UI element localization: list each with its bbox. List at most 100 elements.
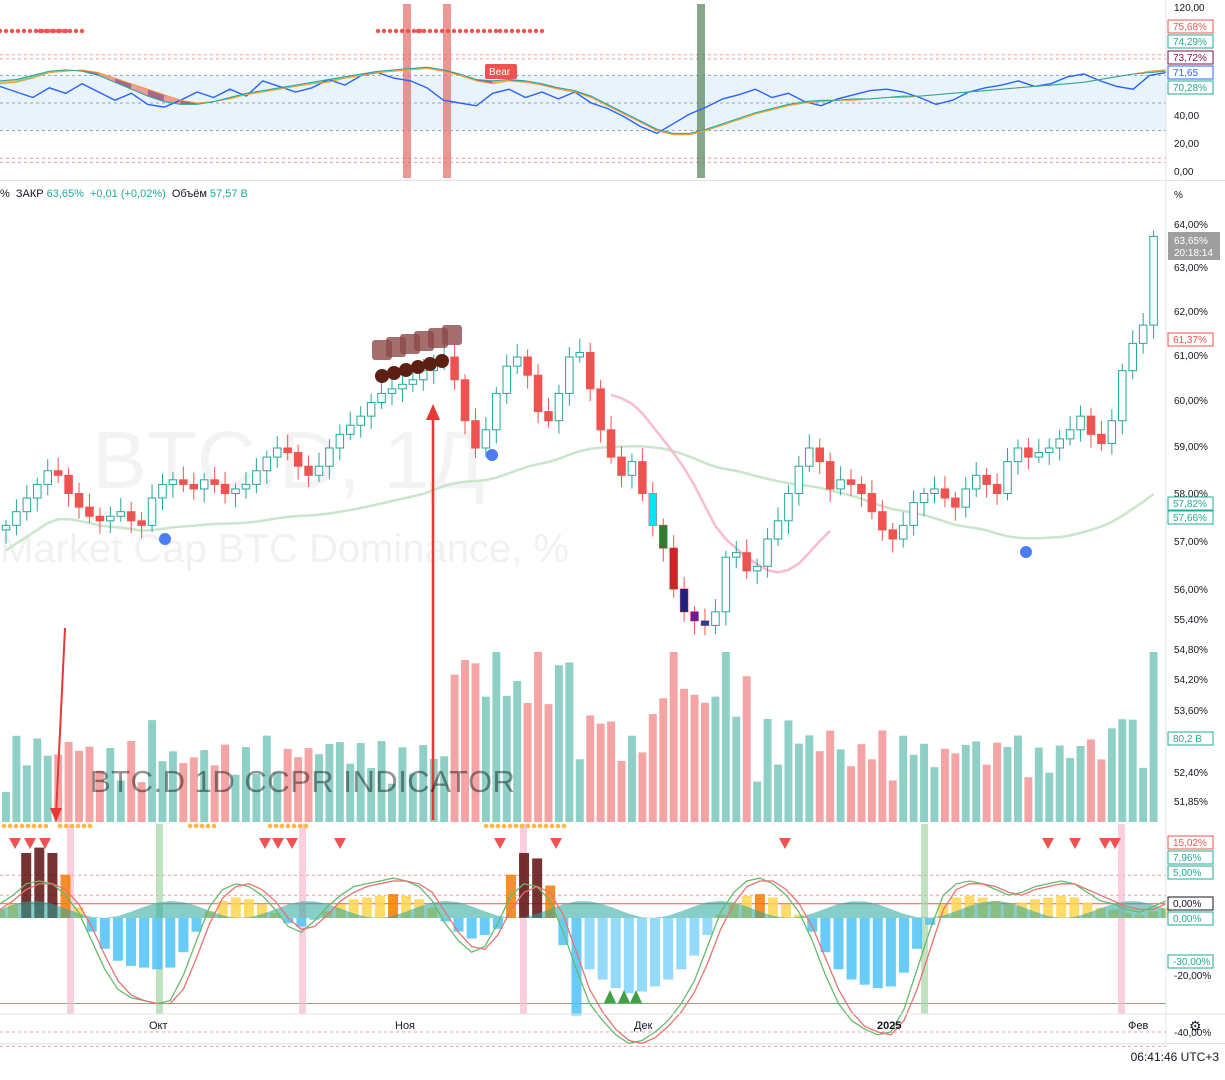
volume-bar-72 <box>753 781 762 822</box>
volume-bar-91 <box>951 753 960 822</box>
ind-dot-37 <box>549 823 555 829</box>
ind-hist-bar-18 <box>230 897 241 918</box>
osc-dot-4-2 <box>509 28 515 34</box>
osc-value-label-0: 75,68% <box>1173 22 1207 33</box>
ind-dot-17 <box>205 823 211 829</box>
volume-bar-96 <box>1003 747 1012 822</box>
volume-bar-1 <box>12 735 21 822</box>
candle-body-9 <box>95 515 105 522</box>
ind-dot-35 <box>537 823 543 829</box>
ind-value-label-3: 0,00% <box>1173 899 1201 910</box>
ind-sell-triangle-3 <box>259 838 271 849</box>
highlight-candle-1 <box>659 525 667 549</box>
ind-dot-16 <box>199 823 205 829</box>
gear-icon[interactable]: ⚙ <box>1189 1018 1202 1034</box>
ind-value-label-5: -30,00% <box>1173 957 1210 968</box>
osc-dot-3-13 <box>493 28 499 34</box>
ind-value-label-box-2 <box>1167 865 1214 880</box>
volume-bar-66 <box>690 694 699 822</box>
ind-dot-14 <box>187 823 193 829</box>
candle-body-87 <box>909 502 918 526</box>
clock[interactable]: 06:41:46 UTC+3 <box>1130 1050 1219 1064</box>
osc-ribbon-seg-1 <box>16 75 33 83</box>
ind-hist-bar-7 <box>86 918 97 932</box>
ind-zero-area <box>0 900 1166 918</box>
legend-volume-value: 57,57 B <box>209 188 248 200</box>
volume-bar-54 <box>565 662 574 822</box>
volume-bar-90 <box>940 748 949 822</box>
ind-hist-bar-69 <box>898 918 909 973</box>
volume-bar-14 <box>148 720 157 822</box>
ind-hist-bar-22 <box>283 918 294 924</box>
price-y-tick-3: 61,00% <box>1174 351 1208 362</box>
candle-body-52 <box>544 411 553 422</box>
osc-value-label-box-3 <box>1167 65 1214 80</box>
highlight-candle-3 <box>680 589 688 612</box>
candle-body-75 <box>784 493 793 522</box>
ind-hist-bar-73 <box>951 897 962 918</box>
symbol-watermark: BTC.D, 1Д <box>92 414 485 508</box>
volume-bar-58 <box>607 721 616 822</box>
last-price-label: 63,65% <box>1174 236 1208 247</box>
candle-body-55 <box>575 351 585 358</box>
sell-badge-5 <box>442 325 462 345</box>
ind-hist-bar-5 <box>60 874 71 918</box>
price-y-tick-1: 63,00% <box>1174 263 1208 274</box>
candle-body-69 <box>721 556 731 613</box>
osc-dot-4-4 <box>521 28 527 34</box>
price-y-tick-8: 56,00% <box>1174 585 1208 596</box>
ind-hist-bar-51 <box>663 918 674 980</box>
ind-hist-bar-83 <box>1082 902 1093 918</box>
ind-dot-11 <box>75 823 81 829</box>
candle-body-27 <box>283 447 292 454</box>
price-value-label-3: 80,2 B <box>1173 734 1202 745</box>
legend-close-label: ЗАКР <box>15 188 44 200</box>
osc-dot-4-1 <box>503 28 509 34</box>
ind-hist-bar-30 <box>388 894 399 918</box>
candle-body-74 <box>773 520 783 540</box>
ind-hist-bar-68 <box>885 918 896 987</box>
candle-body-106 <box>1107 420 1117 444</box>
volume-bar-10 <box>106 748 115 822</box>
ind-hist-bar-53 <box>689 918 700 956</box>
ind-sell-triangle-12 <box>1099 838 1111 849</box>
ind-hist-bar-47 <box>610 918 621 989</box>
sell-dot-4 <box>423 357 437 371</box>
ind-hist-bar-36 <box>466 918 477 939</box>
price-y-tick-6: 58,00% <box>1174 489 1208 500</box>
volume-bar-9 <box>95 770 104 822</box>
ind-dot-20 <box>273 823 279 829</box>
price-y-tick-14: 51,85% <box>1174 797 1208 808</box>
volume-bar-60 <box>627 735 636 822</box>
price-value-label-box-2 <box>1167 510 1214 525</box>
volume-bar-77 <box>805 735 814 822</box>
volume-bar-83 <box>867 759 876 822</box>
osc-dot-2-4 <box>399 28 405 34</box>
osc-dot-2-1 <box>381 28 387 34</box>
volume-bar-40 <box>419 745 428 822</box>
ind-hist-bar-62 <box>807 918 818 932</box>
volume-bar-74 <box>774 764 782 822</box>
ind-sell-triangle-1 <box>24 838 36 849</box>
candle-body-30 <box>314 465 324 476</box>
ind-dot-21 <box>279 823 285 829</box>
osc-signal-column-2 <box>697 4 705 178</box>
volume-bar-107 <box>1118 719 1127 822</box>
volume-bar-4 <box>43 755 52 822</box>
volume-bar-57 <box>596 723 605 822</box>
osc-dot-3-3 <box>433 28 439 34</box>
ind-dot-1 <box>7 823 13 829</box>
candle-body-73 <box>763 538 772 567</box>
osc-value-label-2: 73,72% <box>1173 53 1207 64</box>
ind-dot-9 <box>63 823 69 829</box>
osc-signal-column-0 <box>403 4 411 178</box>
volume-bar-63 <box>659 698 668 822</box>
legend-volume-label: Объём <box>171 188 207 200</box>
candle-body-34 <box>356 415 365 426</box>
candle-body-68 <box>711 611 720 626</box>
candle-body-85 <box>888 529 898 540</box>
osc-dot-0-1 <box>3 28 9 34</box>
candle-body-70 <box>732 552 741 558</box>
sell-dot-3 <box>411 360 425 374</box>
